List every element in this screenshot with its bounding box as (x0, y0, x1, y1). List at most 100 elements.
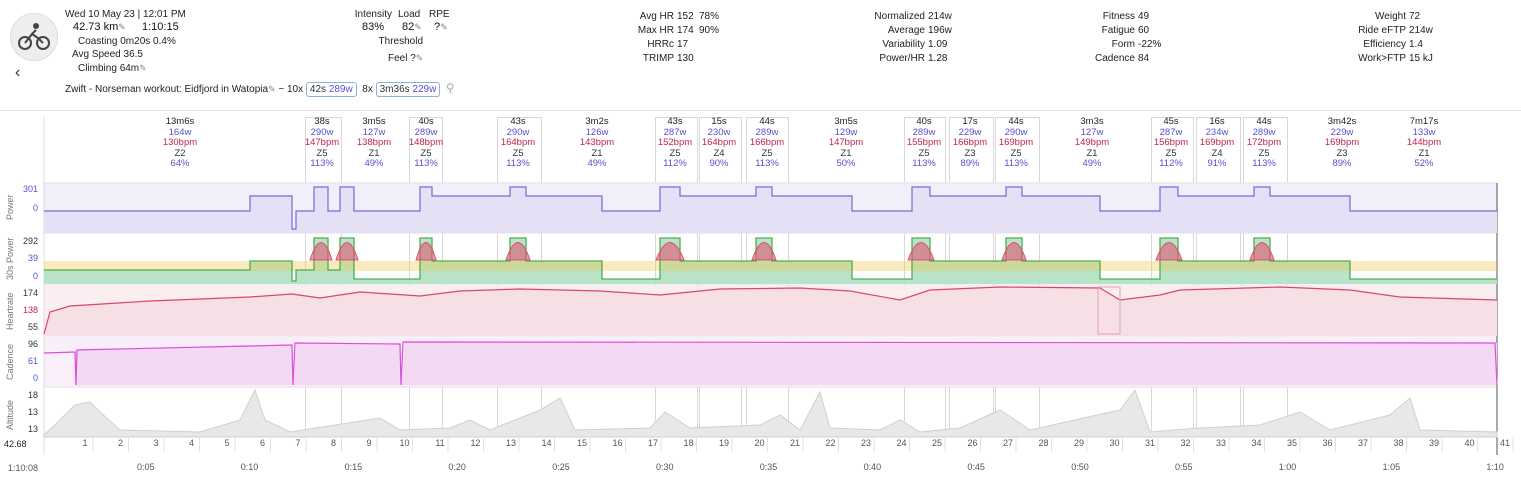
lap-marker[interactable]: 25 (931, 438, 942, 448)
lap-marker[interactable]: 41 (1499, 438, 1510, 448)
lap-marker[interactable]: 18 (683, 438, 694, 448)
feel-row[interactable]: Feel ?✎ (388, 52, 423, 65)
lap-marker[interactable]: 36 (1322, 438, 1333, 448)
lap-marker[interactable]: 9 (366, 438, 372, 448)
seg-pct: 113% (1252, 158, 1276, 169)
pencil-icon[interactable]: ✎ (268, 84, 276, 94)
lap-marker[interactable]: 26 (967, 438, 978, 448)
lap-marker[interactable]: 23 (860, 438, 871, 448)
lap-marker[interactable]: 27 (1002, 438, 1013, 448)
interval-segment[interactable]: 15s 230w 164bpm Z4 90% (689, 116, 749, 170)
interval-segment[interactable]: 3m2s 126w 143bpm Z1 49% (567, 116, 627, 170)
interval-segment[interactable]: 7m17s 133w 144bpm Z1 52% (1394, 116, 1454, 170)
seg-power: 287w (663, 126, 687, 138)
lap-marker[interactable]: 21 (789, 438, 800, 448)
lap-marker[interactable]: 32 (1180, 438, 1191, 448)
pencil-icon[interactable]: ✎ (440, 22, 448, 32)
interval-segment[interactable]: 43s 290w 164bpm Z5 113% (488, 116, 548, 170)
activity-name[interactable]: Zwift - Norseman workout: Eidfjord in Wa… (65, 84, 269, 95)
seg-power: 129w (834, 126, 858, 138)
lap-marker[interactable]: 5 (224, 438, 230, 448)
interval-segment[interactable]: 40s 289w 148bpm Z5 113% (396, 116, 456, 170)
pencil-icon[interactable]: ✎ (139, 63, 147, 73)
activity-duration: 1:10:15 (142, 21, 179, 33)
pencil-icon[interactable]: ✎ (415, 53, 424, 63)
seg-pct: 91% (1207, 158, 1227, 169)
lap-marker[interactable]: 35 (1286, 438, 1297, 448)
lap-marker[interactable]: 7 (295, 438, 301, 448)
lap-marker[interactable]: 12 (470, 438, 481, 448)
lap-marker[interactable]: 37 (1357, 438, 1368, 448)
search-icon[interactable]: ⚲ (445, 81, 455, 95)
hr-col-value: 174 (677, 25, 694, 36)
lap-marker[interactable]: 30 (1109, 438, 1120, 448)
seg-power: 290w (310, 126, 334, 138)
lap-marker[interactable]: 38 (1393, 438, 1404, 448)
interval-chip-2[interactable]: 3m36s 229w (375, 82, 441, 97)
chevron-left-icon[interactable]: ‹ (15, 64, 21, 81)
lap-marker[interactable]: 14 (541, 438, 552, 448)
seg-hr: 147bpm (828, 137, 864, 148)
interval-segment[interactable]: 44s 289w 166bpm Z5 113% (737, 116, 797, 170)
seg-hr: 130bpm (162, 137, 198, 148)
climbing[interactable]: Climbing 64m✎ (78, 62, 147, 75)
interval-segment[interactable]: 40s 289w 155bpm Z5 113% (894, 116, 954, 170)
lap-marker[interactable]: 15 (576, 438, 587, 448)
interval-segment[interactable]: 44s 290w 169bpm Z5 113% (986, 116, 1046, 170)
interval-segment[interactable]: 38s 290w 147bpm Z5 113% (292, 116, 352, 170)
interval-segment[interactable]: 3m5s 127w 138bpm Z1 49% (344, 116, 404, 170)
seg-zone: Z5 (1010, 147, 1022, 159)
lap-marker[interactable]: 20 (754, 438, 765, 448)
lap-marker[interactable]: 40 (1464, 438, 1475, 448)
cadence-axis-mid: 61 (27, 356, 38, 366)
seg-hr: 169bpm (998, 137, 1034, 148)
interval-segment[interactable]: 3m42s 229w 169bpm Z3 89% (1312, 116, 1372, 170)
lap-marker[interactable]: 31 (1144, 438, 1155, 448)
pw-col-value: 196w (928, 25, 952, 36)
time-tick: 0:20 (448, 462, 466, 472)
interval-segment[interactable]: 44s 289w 172bpm Z5 113% (1234, 116, 1294, 170)
coasting: Coasting 0m20s 0.4% (78, 35, 176, 48)
interval2-power: 229w (412, 84, 437, 95)
pw-col-label: Normalized (874, 11, 925, 22)
lap-marker[interactable]: 29 (1073, 438, 1084, 448)
lap-marker[interactable]: 28 (1038, 438, 1049, 448)
lap-marker[interactable]: 17 (647, 438, 658, 448)
interval-segment[interactable]: 3m5s 129w 147bpm Z1 50% (816, 116, 876, 170)
interval-chip-1[interactable]: 42s 289w (305, 82, 357, 97)
seg-hr: 166bpm (749, 137, 785, 148)
lap-marker[interactable]: 10 (399, 438, 410, 448)
lap-marker[interactable]: 33 (1215, 438, 1226, 448)
lap-marker[interactable]: 1 (82, 438, 88, 448)
interval-segment[interactable]: 17s 229w 166bpm Z3 89% (940, 116, 1000, 170)
activity-distance[interactable]: 42.73 km✎ (73, 21, 126, 34)
interval-segment[interactable]: 16s 234w 169bpm Z4 91% (1187, 116, 1247, 170)
interval2-count: 8x (362, 84, 373, 95)
interval-segment[interactable]: 3m3s 127w 149bpm Z1 49% (1062, 116, 1122, 170)
lap-marker[interactable]: 2 (117, 438, 123, 448)
threshold-link[interactable]: Threshold (378, 36, 423, 47)
lap-marker[interactable]: 16 (612, 438, 623, 448)
ath-col-value: 214w (1409, 25, 1433, 36)
lap-marker[interactable]: 8 (330, 438, 336, 448)
interval-segment[interactable]: 43s 287w 152bpm Z5 112% (645, 116, 705, 170)
seg-hr: 164bpm (500, 137, 536, 148)
lap-marker[interactable]: 19 (718, 438, 729, 448)
lap-marker[interactable]: 4 (188, 438, 194, 448)
rpe-value[interactable]: ?✎ (434, 21, 448, 34)
interval-segment[interactable]: 45s 287w 156bpm Z5 112% (1141, 116, 1201, 170)
lap-marker[interactable]: 24 (896, 438, 907, 448)
lap-marker[interactable]: 13 (505, 438, 516, 448)
pencil-icon[interactable]: ✎ (118, 22, 126, 32)
lap-marker[interactable]: 6 (259, 438, 265, 448)
lap-marker[interactable]: 11 (435, 438, 445, 448)
lap-marker[interactable]: 34 (1251, 438, 1262, 448)
lap-marker[interactable]: 3 (153, 438, 159, 448)
seg-power: 229w (1330, 126, 1354, 138)
pencil-icon[interactable]: ✎ (414, 22, 422, 32)
load-value[interactable]: 82✎ (402, 21, 422, 34)
lap-marker[interactable]: 22 (825, 438, 836, 448)
interval-segment[interactable]: 13m6s 164w 130bpm Z2 64% (150, 116, 210, 170)
lap-marker[interactable]: 39 (1428, 438, 1439, 448)
